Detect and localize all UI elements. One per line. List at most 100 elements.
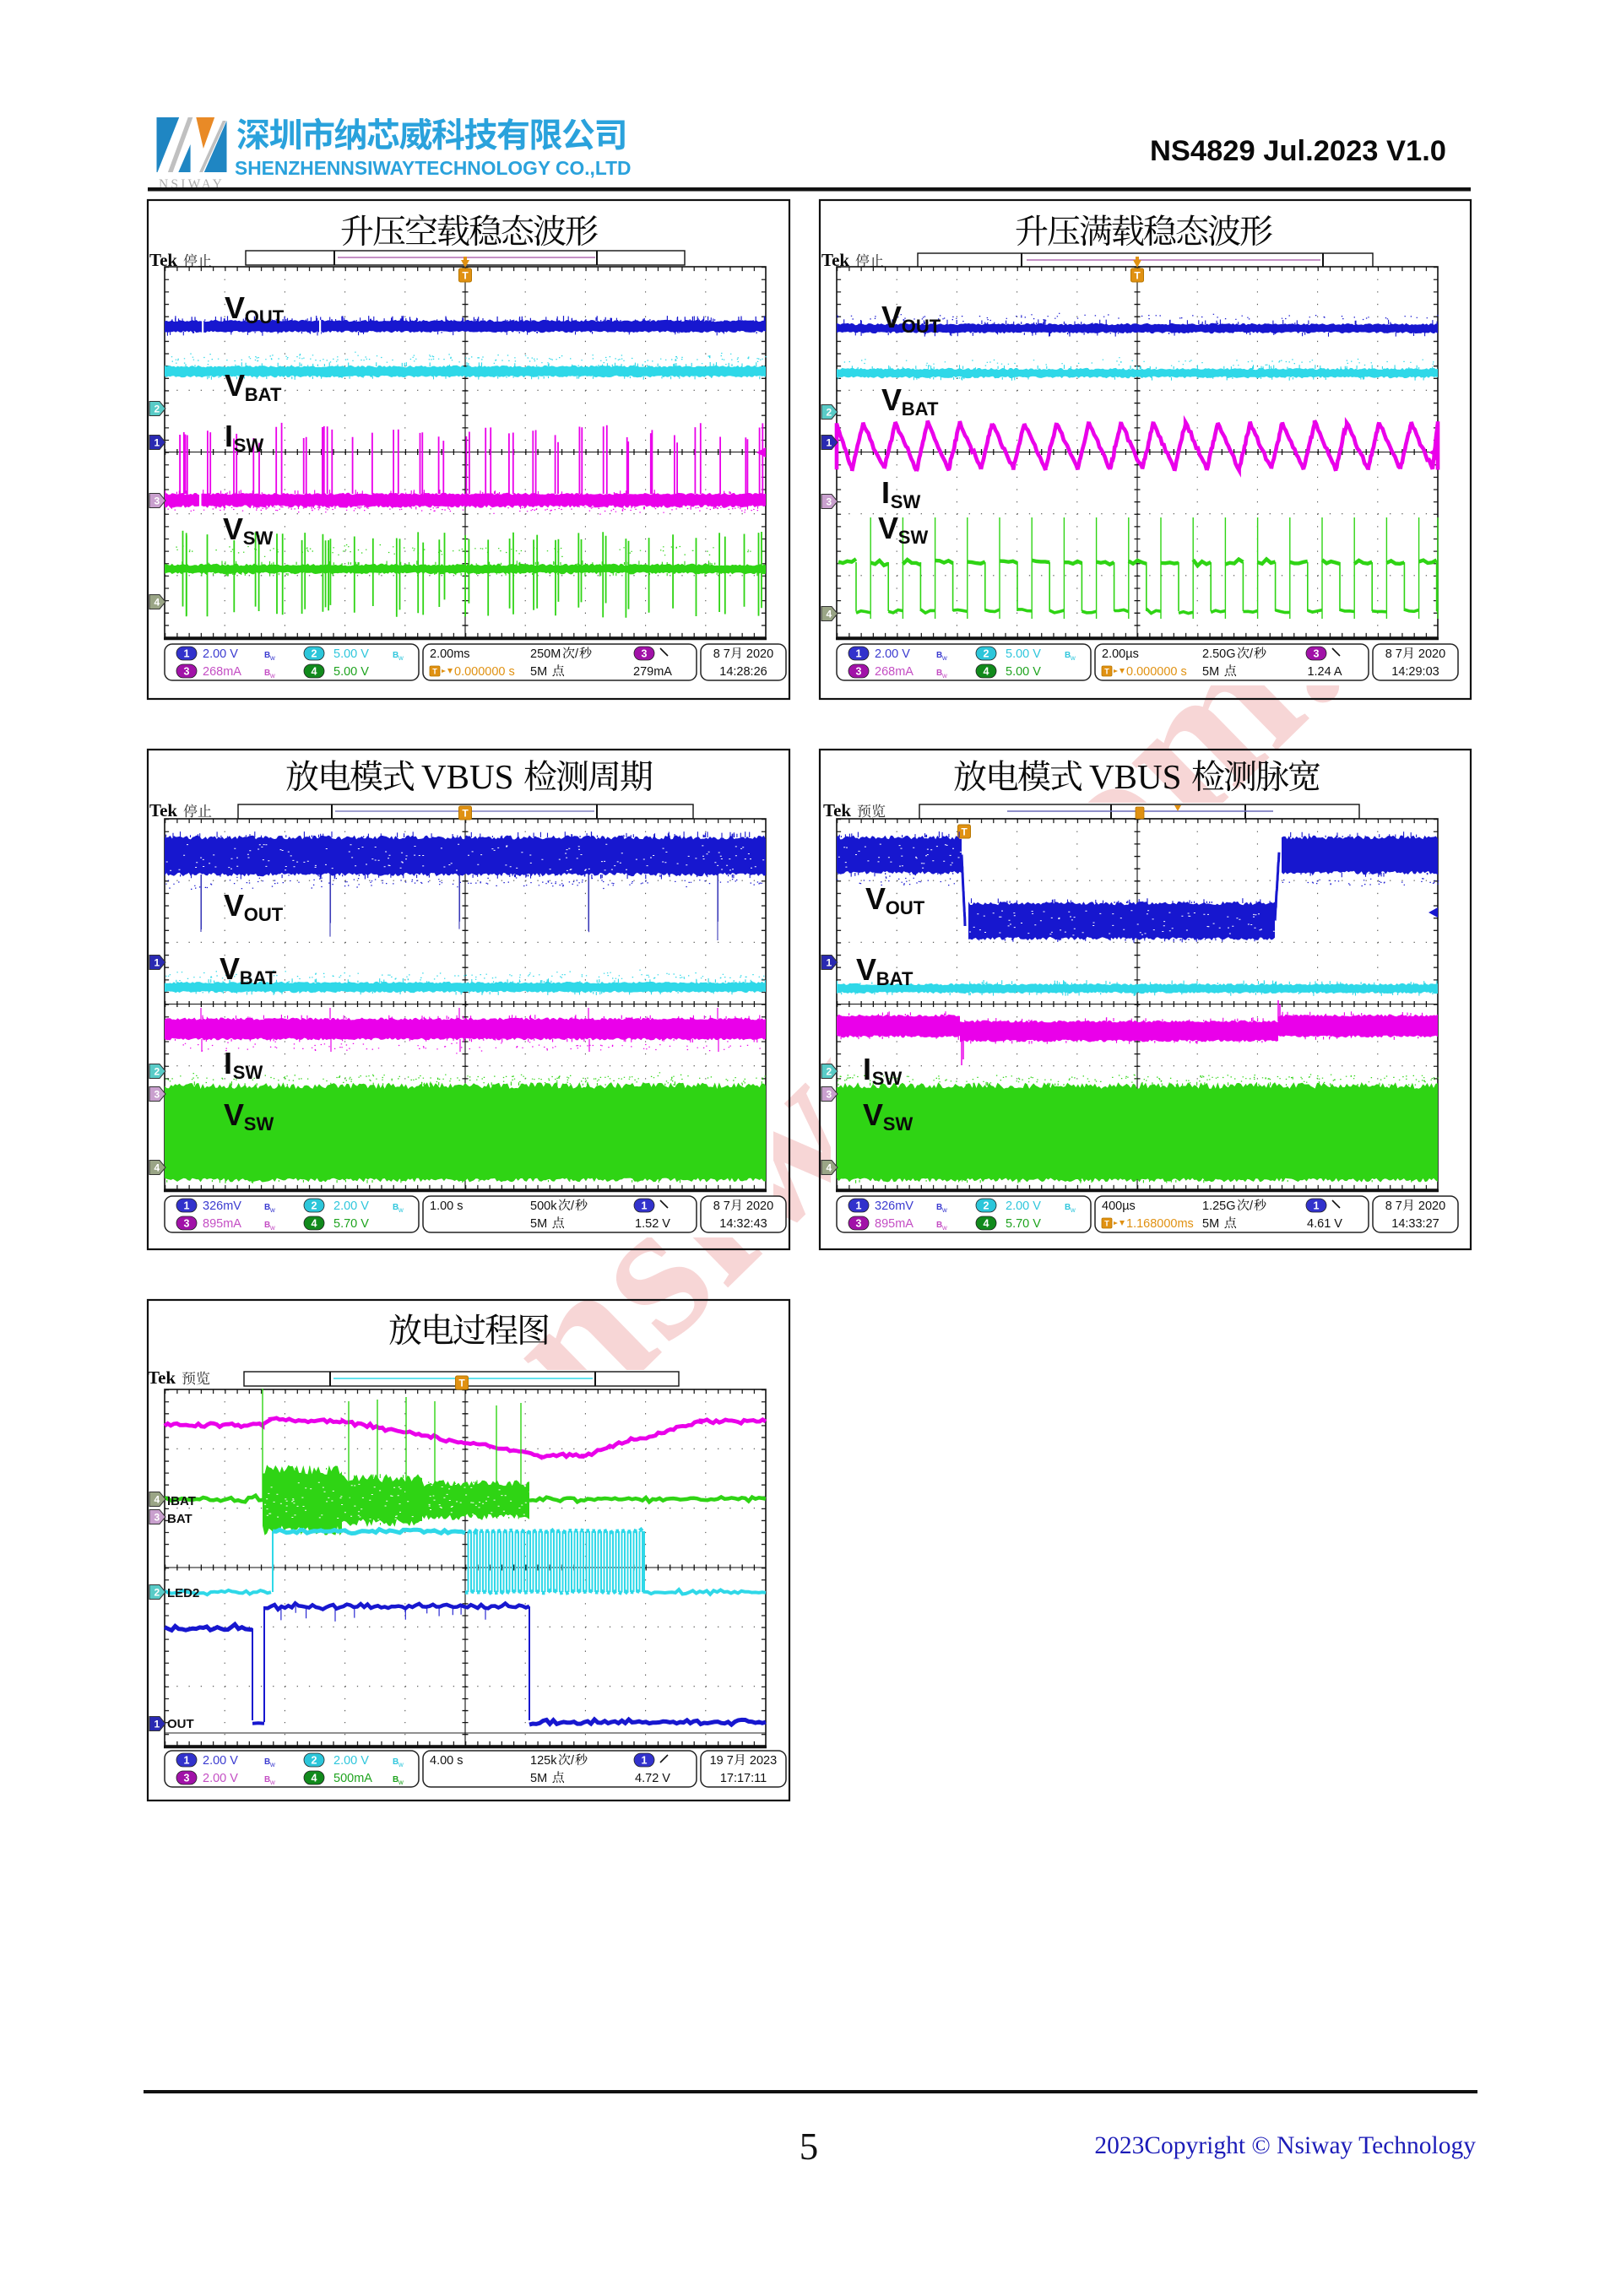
svg-text:5.00 V: 5.00 V [333,647,369,661]
svg-text:OUT: OUT [902,316,941,337]
svg-text:V: V [224,888,244,923]
svg-text:1.24 A: 1.24 A [1307,665,1342,679]
svg-text:Tek: Tek [823,800,851,820]
svg-text:LED2: LED2 [167,1586,199,1600]
svg-text:2023: 2023 [750,1754,777,1768]
svg-text:3: 3 [856,1218,862,1230]
svg-text:B: B [936,1203,942,1212]
svg-text:4: 4 [155,1494,160,1506]
svg-text:3: 3 [155,495,160,507]
svg-text:125k: 125k [530,1754,557,1768]
svg-text:2: 2 [155,1066,160,1078]
svg-text:1: 1 [642,1200,648,1212]
svg-text:1: 1 [642,1755,648,1767]
svg-text:5.70 V: 5.70 V [333,1217,369,1231]
svg-text:/: / [575,647,579,661]
svg-text:2020: 2020 [746,1199,773,1213]
svg-text:4: 4 [984,1218,989,1230]
svg-text:w: w [941,1206,947,1214]
svg-text:V: V [225,290,245,325]
svg-text:5M: 5M [1202,1217,1219,1231]
svg-text:OUT: OUT [167,1717,194,1731]
svg-text:3: 3 [827,1089,832,1101]
svg-text:2.00 V: 2.00 V [333,1754,369,1768]
svg-text:T: T [462,270,469,282]
svg-text:SW: SW [234,435,264,456]
svg-text:SHENZHENNSIWAYTECHNOLOGY CO.,L: SHENZHENNSIWAYTECHNOLOGY CO.,LTD [235,157,631,179]
svg-text:V: V [223,512,243,546]
svg-text:2.00 V: 2.00 V [875,647,910,661]
svg-text:BAT: BAT [167,1512,192,1526]
svg-text:T: T [432,668,437,676]
svg-text:B: B [264,1775,270,1784]
svg-text:V: V [878,511,898,545]
svg-text:OUT: OUT [886,897,925,918]
svg-text:BAT: BAT [240,967,277,988]
svg-text:5M: 5M [1202,665,1219,679]
svg-text:4: 4 [827,609,832,620]
svg-text:B: B [393,1203,398,1212]
svg-text:2020: 2020 [1418,1199,1445,1213]
svg-text:w: w [269,1761,275,1768]
svg-text:326mV: 326mV [875,1199,914,1213]
svg-text:1: 1 [827,437,832,449]
svg-text:268mA: 268mA [203,665,241,679]
svg-text:4: 4 [312,666,317,678]
svg-text:1.52 V: 1.52 V [635,1217,670,1231]
svg-text:SW: SW [244,1113,274,1134]
svg-text:w: w [269,672,275,680]
svg-text:SW: SW [872,1068,903,1089]
svg-text:5.00 V: 5.00 V [1006,665,1041,679]
svg-text:B: B [936,669,942,678]
svg-text:VBUS: VBUS [1089,757,1181,796]
svg-text:2: 2 [312,648,317,660]
svg-text:w: w [1070,1206,1076,1214]
svg-text:SW: SW [883,1113,914,1134]
svg-text:BAT: BAT [876,968,914,989]
svg-text:4: 4 [827,1162,832,1174]
svg-text:3: 3 [155,1512,160,1524]
svg-text:w: w [941,1224,947,1232]
svg-text:250M: 250M [530,647,561,661]
svg-text:1: 1 [184,1755,190,1767]
svg-text:8 7: 8 7 [713,1199,730,1213]
svg-text:I: I [881,475,890,510]
svg-text:3: 3 [184,1773,190,1784]
svg-text:895mA: 895mA [875,1217,914,1231]
svg-text:2: 2 [312,1200,317,1212]
svg-text:B: B [936,1221,942,1230]
svg-text:SW: SW [243,528,274,549]
svg-text:Tek: Tek [148,1367,176,1388]
svg-text:4.72 V: 4.72 V [635,1772,670,1785]
svg-text:268mA: 268mA [875,665,914,679]
svg-text:14:29:03: 14:29:03 [1391,665,1439,679]
svg-text:2.00 V: 2.00 V [203,647,238,661]
svg-text:4: 4 [155,1162,160,1174]
svg-text:3: 3 [642,648,648,660]
svg-text:2: 2 [984,1200,989,1212]
svg-text:2.00 V: 2.00 V [203,1754,238,1768]
svg-text:SW: SW [233,1062,263,1083]
svg-text:T: T [462,808,469,820]
svg-text:B: B [264,651,270,660]
svg-text:B: B [393,1775,398,1784]
svg-text:T: T [1104,1220,1109,1228]
svg-text:14:33:27: 14:33:27 [1391,1217,1439,1231]
svg-text:/: / [1250,1199,1254,1213]
svg-text:2.00 V: 2.00 V [1006,1199,1041,1213]
svg-text:B: B [936,651,942,660]
svg-text:2.00 V: 2.00 V [203,1772,238,1785]
svg-text:3: 3 [184,666,190,678]
svg-text:19 7: 19 7 [710,1754,734,1768]
svg-text:4: 4 [984,666,989,678]
svg-text:I: I [225,419,233,453]
svg-text:B: B [264,669,270,678]
svg-text:3: 3 [856,666,862,678]
svg-text:2: 2 [827,1066,832,1078]
svg-text:BAT: BAT [245,384,282,405]
svg-text:1.00 s: 1.00 s [430,1199,464,1213]
svg-text:w: w [269,1206,275,1214]
svg-text:IBAT: IBAT [167,1494,196,1508]
svg-text:3: 3 [1314,648,1320,660]
svg-text:V: V [881,300,902,334]
